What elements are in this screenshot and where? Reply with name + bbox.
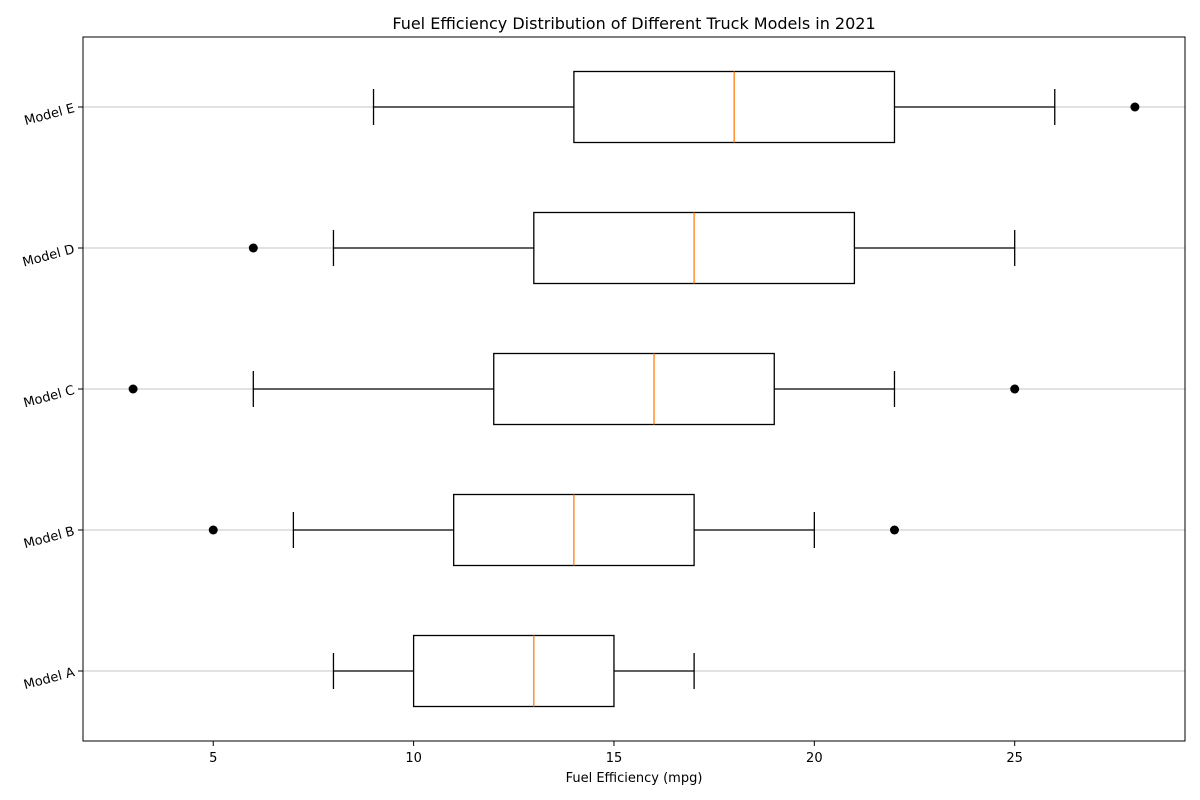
outlier-point (889, 525, 899, 535)
x-axis-label: Fuel Efficiency (mpg) (566, 771, 703, 786)
box-model-d (248, 211, 1016, 285)
box-iqr (412, 634, 615, 708)
chart-title: Fuel Efficiency Distribution of Differen… (392, 14, 875, 33)
outlier-point (248, 243, 258, 253)
plot-area (128, 70, 1140, 708)
box-iqr (493, 352, 775, 426)
box-model-e (372, 70, 1140, 144)
x-tick-label: 5 (209, 751, 217, 766)
x-tick-label: 25 (1006, 751, 1023, 766)
x-tick-label: 10 (405, 751, 422, 766)
x-tick-label: 15 (606, 751, 623, 766)
outlier-point (1130, 102, 1140, 112)
box-model-a (332, 634, 695, 708)
outlier-point (208, 525, 218, 535)
x-tick-label: 20 (806, 751, 823, 766)
outlier-point (1010, 384, 1020, 394)
outlier-point (128, 384, 138, 394)
box-model-c (128, 352, 1020, 426)
x-axis: 5 10 15 20 25 (209, 741, 1023, 766)
box-model-b (208, 493, 899, 567)
